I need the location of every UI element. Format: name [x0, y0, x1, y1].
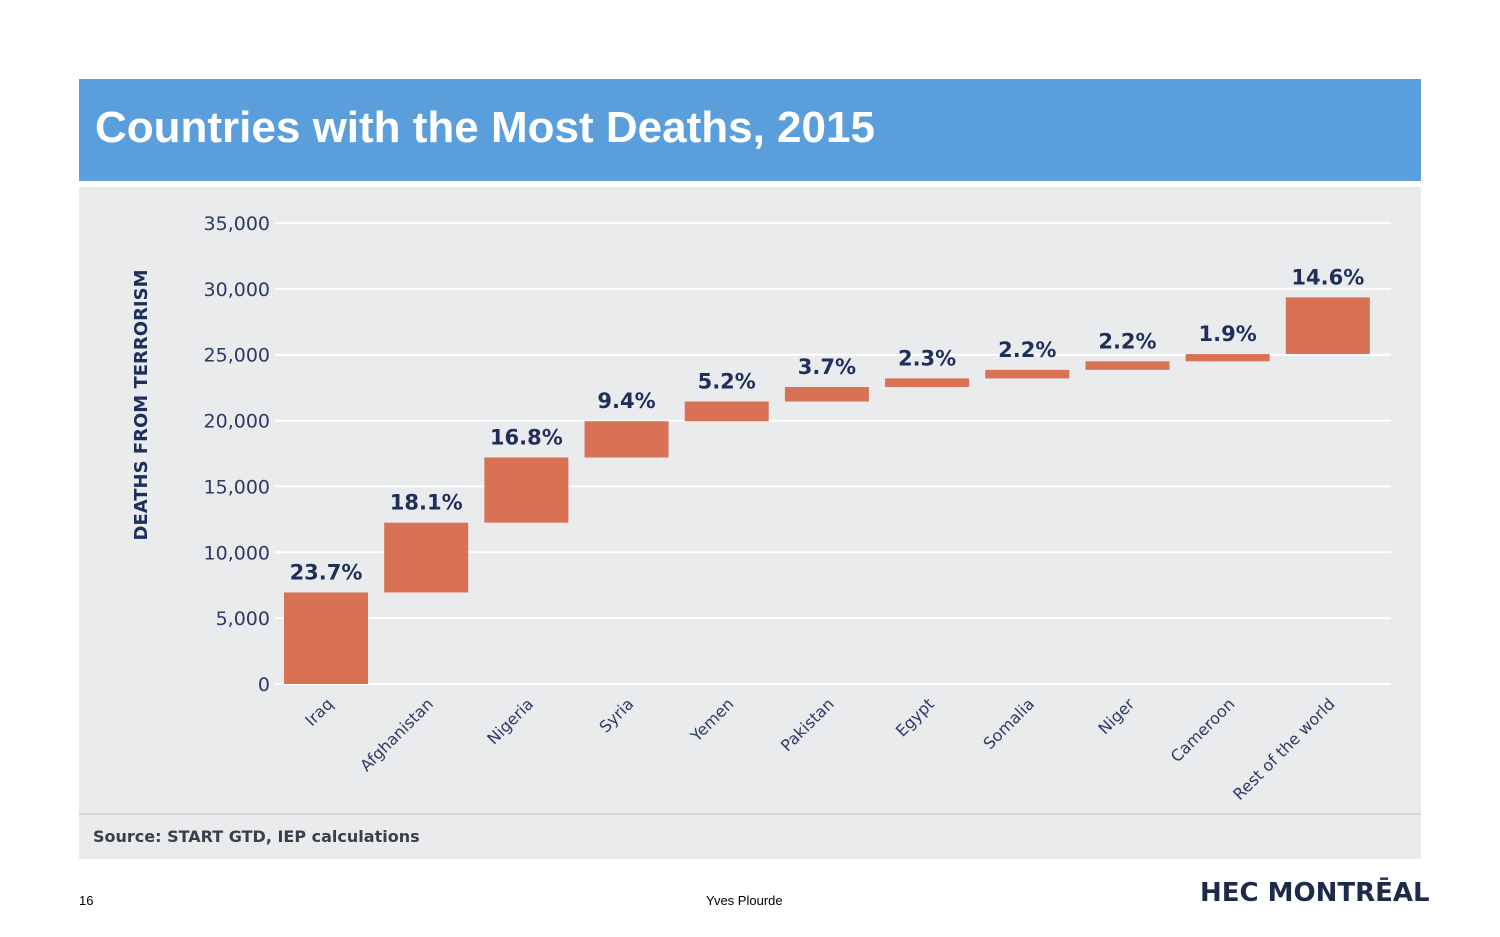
category-label: Niger — [1094, 694, 1138, 738]
y-tick-label: 5,000 — [216, 608, 270, 630]
chart-panel: 0 5,000 10,000 15,000 20,000 25,000 30,000 35,0… — [79, 187, 1421, 859]
data-label: 16.8% — [490, 425, 563, 449]
y-tick-label: 35,000 — [204, 213, 270, 235]
bar-niger — [1085, 361, 1170, 370]
bar-cameroon — [1185, 354, 1270, 362]
hec-montreal-logo: HEC MONTRĒAL — [1200, 878, 1430, 908]
data-label: 18.1% — [390, 491, 463, 515]
y-tick-label: 15,000 — [204, 476, 270, 498]
slide-title: Countries with the Most Deaths, 2015 — [95, 103, 875, 152]
waterfall-chart: 0 5,000 10,000 15,000 20,000 25,000 30,000 35,0… — [131, 213, 1391, 804]
y-tick-label: 0 — [258, 674, 270, 696]
category-label: Yemen — [686, 694, 738, 746]
y-tick-label: 20,000 — [204, 411, 270, 433]
data-label: 2.2% — [1098, 329, 1156, 353]
y-tick-label: 25,000 — [204, 345, 270, 367]
category-label: Somalia — [979, 694, 1038, 753]
category-label: Syria — [595, 694, 637, 736]
bar-somalia — [985, 369, 1070, 379]
category-label: Pakistan — [777, 694, 838, 755]
y-tick-label: 30,000 — [204, 279, 270, 301]
y-tick-label: 10,000 — [204, 542, 270, 564]
data-label: 14.6% — [1291, 265, 1364, 289]
bar-pakistan — [784, 386, 869, 402]
data-label: 3.7% — [798, 355, 856, 379]
category-label: Afghanistan — [356, 694, 437, 775]
title-bar: Countries with the Most Deaths, 2015 — [79, 79, 1421, 181]
data-label: 23.7% — [290, 560, 363, 584]
bar-egypt — [885, 378, 970, 387]
category-label: Cameroon — [1167, 694, 1239, 766]
author-name: Yves Plourde — [706, 893, 783, 908]
category-label: Iraq — [301, 694, 337, 730]
bar-afghanistan — [384, 522, 469, 593]
category-label: Rest of the world — [1229, 694, 1338, 803]
category-label: Egypt — [892, 694, 938, 740]
page-number: 16 — [79, 893, 94, 908]
source-note: Source: START GTD, IEP calculations — [93, 827, 420, 846]
category-label: Nigeria — [483, 694, 537, 748]
bar-nigeria — [484, 457, 569, 523]
data-label: 1.9% — [1199, 322, 1257, 346]
source-divider — [79, 813, 1421, 815]
data-label: 9.4% — [597, 389, 655, 413]
y-axis-label: DEATHS FROM TERRORISM — [131, 269, 152, 540]
data-label: 5.2% — [698, 369, 756, 393]
bar-iraq — [284, 592, 368, 684]
data-label: 2.3% — [898, 346, 956, 370]
bar-rest-of-the-world — [1285, 297, 1370, 355]
bar-syria — [584, 421, 669, 458]
bar-yemen — [684, 401, 769, 422]
data-label: 2.2% — [998, 338, 1056, 362]
